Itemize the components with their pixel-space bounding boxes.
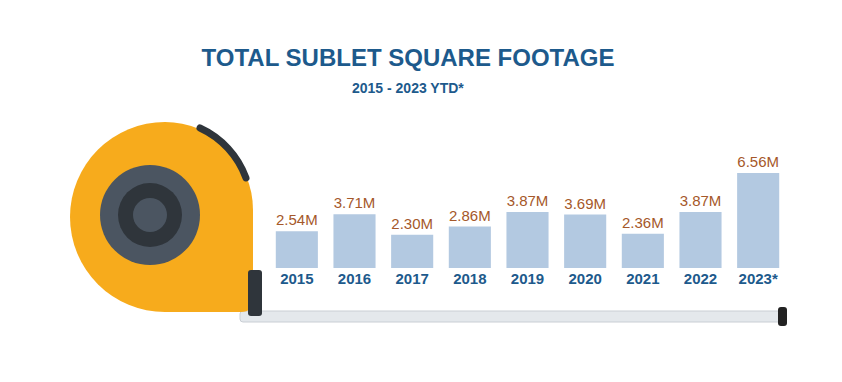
svg-text:3.87M: 3.87M — [507, 192, 549, 209]
svg-text:2020: 2020 — [568, 270, 601, 287]
svg-text:2.36M: 2.36M — [622, 214, 664, 231]
svg-text:2016: 2016 — [338, 270, 371, 287]
svg-text:2018: 2018 — [453, 270, 486, 287]
svg-text:2019: 2019 — [511, 270, 544, 287]
svg-text:2017: 2017 — [395, 270, 428, 287]
svg-text:2.30M: 2.30M — [391, 215, 433, 232]
svg-text:2015 - 2023 YTD*: 2015 - 2023 YTD* — [352, 80, 464, 96]
svg-text:6.56M: 6.56M — [737, 153, 779, 170]
svg-text:3.69M: 3.69M — [564, 195, 606, 212]
svg-text:3.87M: 3.87M — [680, 192, 722, 209]
svg-text:2022: 2022 — [684, 270, 717, 287]
svg-text:TOTAL SUBLET SQUARE FOOTAGE: TOTAL SUBLET SQUARE FOOTAGE — [202, 44, 615, 71]
svg-text:2.54M: 2.54M — [276, 211, 318, 228]
svg-text:2.86M: 2.86M — [449, 207, 491, 224]
svg-text:2021: 2021 — [626, 270, 659, 287]
svg-text:2015: 2015 — [280, 270, 313, 287]
svg-text:3.71M: 3.71M — [334, 194, 376, 211]
svg-text:2023*: 2023* — [739, 270, 778, 287]
